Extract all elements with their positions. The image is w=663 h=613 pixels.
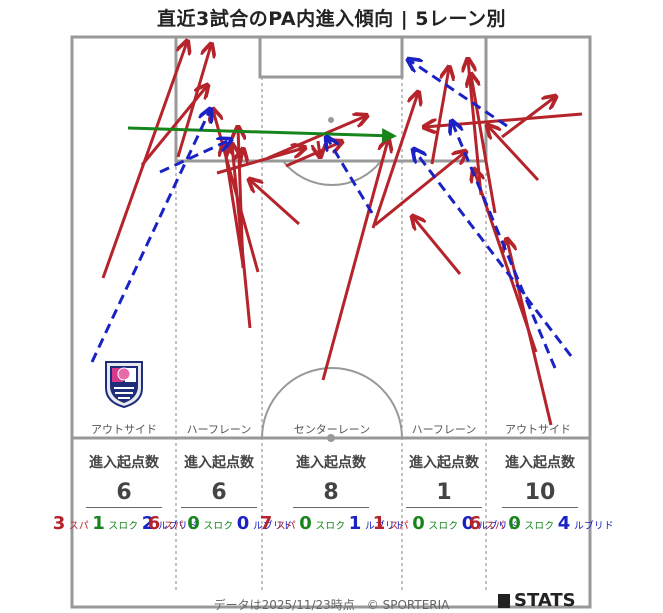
pass-label: パス	[273, 520, 295, 530]
lane-label-halfspace-left: ハーフレーン	[186, 423, 252, 436]
pass-count: 6	[468, 513, 482, 534]
pass-arrow	[371, 93, 418, 229]
cross-label: クロス	[200, 520, 232, 530]
entry-total: 10	[502, 480, 578, 508]
pass-arrow	[430, 68, 449, 165]
dribble-label: ドリブル	[571, 520, 613, 530]
pass-arrow	[488, 126, 540, 182]
cross-label: クロス	[521, 520, 553, 530]
entry-total: 6	[86, 480, 162, 508]
lane-label-outside-left: アウトサイド	[91, 423, 157, 436]
pass-arrow	[413, 217, 462, 275]
lane-stats-center: 進入起点数 8 7 パス 0 クロス 1 ドリブル	[260, 452, 404, 534]
pass-arrow	[176, 45, 211, 158]
pass-arrow	[318, 140, 320, 156]
dribble-arrow	[452, 122, 557, 369]
lane-label-halfspace-right: ハーフレーン	[411, 423, 477, 436]
stat-heading: 進入起点数	[296, 455, 366, 471]
pass-arrow	[240, 150, 243, 166]
pass-arrow	[321, 140, 388, 381]
dribble-arrows	[90, 60, 573, 369]
stat-heading: 進入起点数	[184, 455, 254, 471]
dribble-arrow	[414, 150, 573, 357]
pass-arrow	[224, 144, 245, 266]
data-timestamp-footer: データは2025/11/23時点 © SPORTERIA	[213, 598, 450, 612]
cross-count: 0	[187, 513, 200, 534]
pass-arrows	[101, 42, 583, 426]
dribble-count: 0	[461, 513, 475, 534]
cross-label: クロス	[105, 520, 137, 530]
pass-arrow	[471, 75, 497, 214]
stat-heading: 進入起点数	[89, 455, 159, 471]
dribble-label: ドリブル	[155, 520, 197, 530]
dribble-label: ドリブル	[475, 520, 517, 530]
lane-label-center: センターレーン	[293, 423, 371, 436]
pass-arrow	[216, 148, 304, 175]
pass-count: 3	[52, 513, 66, 534]
cross-count: 0	[412, 513, 425, 534]
stat-heading: 進入起点数	[409, 455, 479, 471]
pass-label: パス	[66, 520, 88, 530]
stats-logo-icon	[498, 593, 510, 608]
lane-label-outside-right: アウトサイド	[505, 423, 571, 436]
dribble-arrow	[159, 140, 230, 174]
stat-heading: 進入起点数	[505, 455, 575, 471]
dribble-count: 4	[557, 513, 571, 534]
pass-label: パス	[482, 520, 504, 530]
cross-count: 0	[508, 513, 521, 534]
pass-arrow	[267, 116, 366, 160]
dribble-count: 2	[141, 513, 155, 534]
cross-count: 0	[299, 513, 312, 534]
club-crest-logo	[105, 361, 143, 408]
center-spot	[327, 434, 335, 442]
stats-brand-logo: STATS	[498, 590, 576, 611]
pitch-lines	[70, 35, 592, 609]
pass-label: パス	[161, 520, 183, 530]
dribble-label: ドリブル	[250, 520, 292, 530]
entry-total: 6	[181, 480, 257, 508]
lane-stats-halfspace-right: 進入起点数 1 1 パス 0 クロス 0 ドリブル	[373, 452, 517, 534]
lane-stats-outside-left: 進入起点数 6 3 パス 1 クロス 2 ドリブル	[53, 452, 197, 534]
stats-brand-text: STATS	[514, 590, 576, 611]
cross-arrows	[127, 126, 397, 144]
entry-total: 8	[293, 480, 369, 508]
pass-count: 1	[372, 513, 386, 534]
cross-label: クロス	[425, 520, 457, 530]
pass-count: 6	[147, 513, 161, 534]
lane-stats-halfspace-left: 進入起点数 6 6 パス 0 クロス 0 ドリブル	[148, 452, 292, 534]
pass-label: パス	[386, 520, 408, 530]
entry-total: 1	[406, 480, 482, 508]
pass-arrow	[374, 152, 465, 227]
lane-stats-outside-right: 進入起点数 10 6 パス 0 クロス 4 ドリブル	[469, 452, 613, 534]
penalty-spot	[328, 117, 334, 123]
dribble-count: 0	[236, 513, 250, 534]
cross-arrow	[127, 126, 397, 144]
page-title: 直近3試合のPA内進入傾向 | 5レーン別	[156, 8, 507, 30]
pass-count: 7	[259, 513, 273, 534]
pass-arrow	[250, 180, 301, 226]
cross-count: 1	[92, 513, 105, 534]
dribble-count: 1	[348, 513, 362, 534]
dribble-arrow	[327, 138, 374, 214]
cross-label: クロス	[312, 520, 344, 530]
dribble-arrow	[409, 60, 508, 128]
dribble-label: ドリブル	[362, 520, 404, 530]
dribble-arrow	[90, 110, 210, 363]
